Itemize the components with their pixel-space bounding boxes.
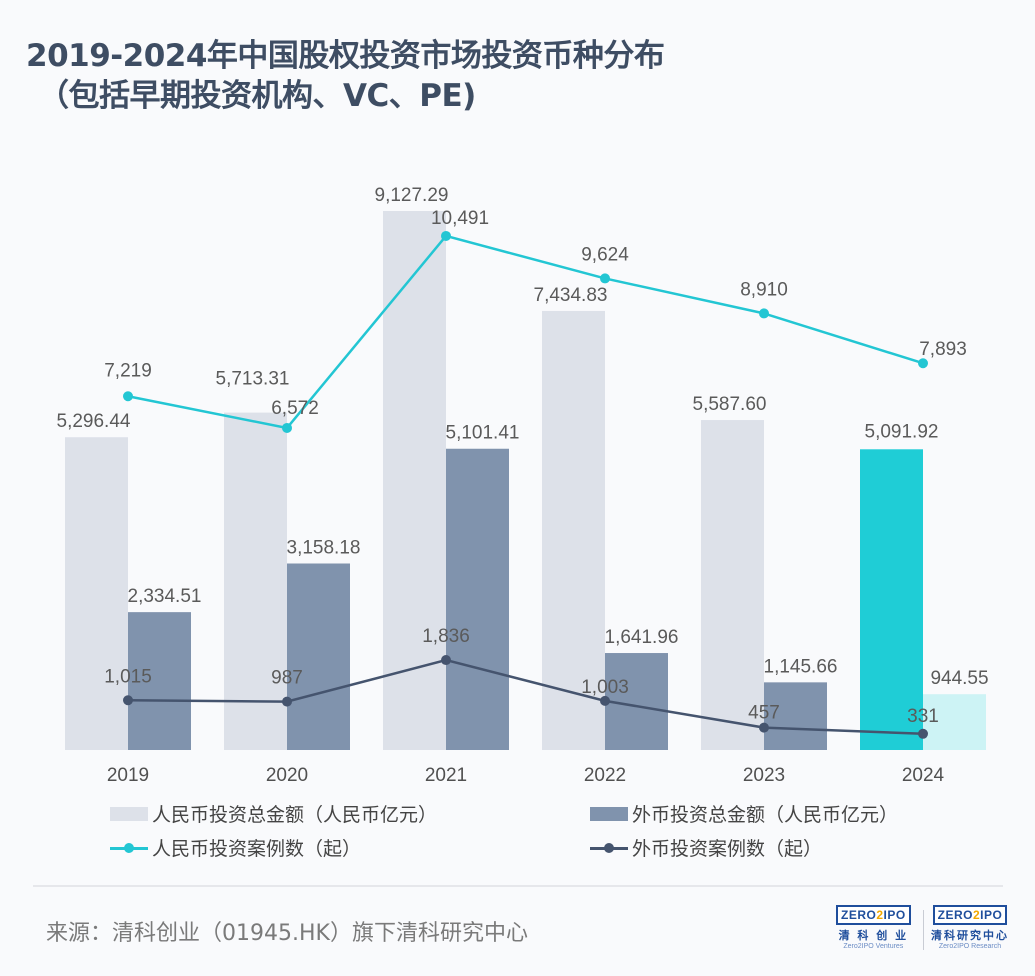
x-tick-label: 2024 <box>902 765 945 786</box>
point-foreign-count <box>282 696 292 707</box>
point-rmb-count <box>600 273 610 284</box>
data-label-rmb-amount: 5,091.92 <box>865 421 939 442</box>
bar-foreign-amount <box>287 563 350 750</box>
line-rmb-count <box>127 234 924 430</box>
data-label-rmb-amount: 5,296.44 <box>57 411 131 432</box>
legend-item-foreign-amount: 外币投资总金额（人民币亿元） <box>590 800 898 827</box>
logo-en-text: Zero2IPO Research <box>938 943 1002 950</box>
bar-rmb-amount <box>860 449 923 750</box>
bar-rmb-amount <box>65 437 128 750</box>
title-line-2: （包括早期投资机构、VC、PE) <box>38 78 476 114</box>
source-note: 来源：清科创业（01945.HK）旗下清科研究中心 <box>46 921 528 946</box>
x-tick-label: 2022 <box>584 765 626 786</box>
data-label-rmb-count: 6,572 <box>271 398 319 419</box>
point-foreign-count <box>123 695 133 706</box>
data-label-foreign-count: 457 <box>748 703 780 724</box>
data-label-rmb-amount: 7,434.83 <box>534 285 608 306</box>
data-label-foreign-count: 331 <box>907 706 939 727</box>
logo-badge: ZERO2IPO <box>836 905 911 925</box>
bar-foreign-amount <box>446 448 509 750</box>
data-label-rmb-amount: 5,713.31 <box>216 369 290 390</box>
data-label-foreign-amount: 1,145.66 <box>764 656 838 677</box>
legend-label-rmb-count: 人民币投资案例数（起） <box>152 838 362 860</box>
point-rmb-count <box>123 391 133 402</box>
legend-label-rmb-amount: 人民币投资总金额（人民币亿元） <box>152 804 438 826</box>
bar-foreign-amount <box>923 694 986 750</box>
title-line-1: 2019-2024年中国股权投资市场投资币种分布 <box>26 38 665 74</box>
x-tick-label: 2021 <box>425 765 467 786</box>
data-label-rmb-count: 7,219 <box>104 360 152 381</box>
legend-item-foreign-count: 外币投资案例数（起） <box>590 834 822 861</box>
logo-cn-text: 清科研究中心 <box>931 929 1009 942</box>
point-foreign-count <box>918 728 928 739</box>
chart-canvas: 5,296.44 2,334.51 5,713.31 3,158.18 9,127.29… <box>57 185 989 786</box>
data-label-foreign-amount: 1,641.96 <box>605 627 679 648</box>
data-label-foreign-count: 987 <box>271 668 303 689</box>
logo-cn-text: 清 科 创 业 <box>838 929 909 942</box>
point-foreign-count <box>759 722 769 733</box>
line-foreign-count <box>127 658 924 736</box>
bar-rmb-amount <box>542 310 605 750</box>
legend-line-marker-foreign-count <box>590 841 628 855</box>
data-label-foreign-amount: 3,158.18 <box>287 537 361 558</box>
bar-rmb-amount <box>224 412 287 750</box>
logo-en-text: Zero2IPO Ventures <box>843 943 904 950</box>
point-rmb-count <box>759 308 769 319</box>
legend-label-foreign-count: 外币投资案例数（起） <box>632 838 823 860</box>
data-label-foreign-count: 1,015 <box>104 666 152 687</box>
legend-swatch-foreign-amount <box>590 806 628 821</box>
point-foreign-count <box>600 695 610 706</box>
logo-separator <box>923 910 924 950</box>
data-label-foreign-amount: 944.55 <box>930 668 988 689</box>
data-label-foreign-amount: 5,101.41 <box>446 423 520 444</box>
data-label-foreign-count: 1,003 <box>581 677 629 698</box>
data-label-rmb-amount: 9,127.29 <box>375 185 449 206</box>
chart-title: 2019-2024年中国股权投资市场投资币种分布 （包括早期投资机构、VC、PE… <box>26 36 786 116</box>
point-rmb-count <box>441 230 451 241</box>
data-label-rmb-count: 8,910 <box>740 279 788 300</box>
data-label-rmb-count: 7,893 <box>919 339 967 360</box>
legend-swatch-rmb-amount <box>110 806 148 821</box>
point-foreign-count <box>441 655 451 666</box>
data-label-foreign-amount: 2,334.51 <box>128 586 202 607</box>
point-rmb-count <box>918 358 928 369</box>
x-tick-label: 2019 <box>107 765 149 786</box>
logo-zero2ipo-ventures: ZERO2IPO 清 科 创 业 Zero2IPO Ventures <box>836 905 911 950</box>
data-label-rmb-count: 9,624 <box>581 244 629 265</box>
logo-zero2ipo-research: ZERO2IPO 清科研究中心 Zero2IPO Research <box>931 905 1009 950</box>
bar-foreign-amount <box>764 682 827 750</box>
x-tick-label: 2023 <box>743 765 785 786</box>
point-rmb-count <box>282 422 292 433</box>
logo-badge: ZERO2IPO <box>932 905 1008 925</box>
legend-label-foreign-amount: 外币投资总金额（人民币亿元） <box>632 804 899 826</box>
legend-line-marker-rmb-count <box>110 841 148 855</box>
x-tick-label: 2020 <box>266 765 308 786</box>
data-label-rmb-amount: 5,587.60 <box>693 394 767 415</box>
footer-divider <box>33 885 1003 887</box>
legend-item-rmb-amount: 人民币投资总金额（人民币亿元） <box>110 800 437 827</box>
bar-rmb-amount <box>701 420 764 750</box>
data-label-rmb-count: 10,491 <box>431 208 489 229</box>
data-label-foreign-count: 1,836 <box>422 626 470 647</box>
bar-foreign-amount <box>128 612 191 750</box>
legend-item-rmb-count: 人民币投资案例数（起） <box>110 834 361 861</box>
